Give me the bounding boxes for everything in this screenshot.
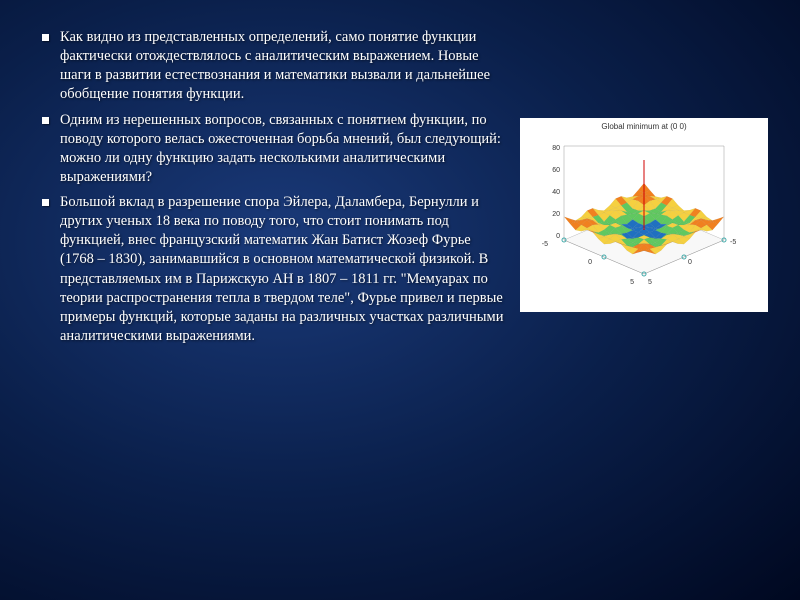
z-tick: 40 (552, 189, 560, 196)
z-tick: 60 (552, 167, 560, 174)
y-tick: -5 (542, 241, 548, 248)
z-tick: 80 (552, 145, 560, 152)
surface-plot: 80 60 40 20 0 (526, 132, 762, 308)
x-tick: -5 (730, 239, 736, 246)
x-tick: 0 (688, 259, 692, 266)
list-item: Большой вклад в разрешение спора Эйлера,… (40, 193, 504, 346)
x-tick: 5 (648, 279, 652, 286)
z-tick: 20 (552, 211, 560, 218)
text-column: Как видно из представленных определений,… (40, 28, 504, 352)
list-item: Одним из нерешенных вопросов, связанных … (40, 111, 504, 188)
surface (564, 160, 724, 274)
bullet-list: Как видно из представленных определений,… (40, 28, 504, 346)
chart-column: Global minimum at (0 0) 80 60 40 20 (520, 28, 768, 352)
chart-container: Global minimum at (0 0) 80 60 40 20 (520, 118, 768, 312)
list-item: Как видно из представленных определений,… (40, 28, 504, 105)
z-tick: 0 (556, 233, 560, 240)
chart-title: Global minimum at (0 0) (520, 122, 768, 131)
y-tick: 5 (630, 279, 634, 286)
y-tick: 0 (588, 259, 592, 266)
